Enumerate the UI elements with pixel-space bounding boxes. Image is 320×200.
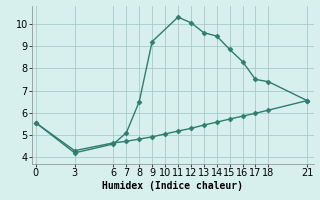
X-axis label: Humidex (Indice chaleur): Humidex (Indice chaleur)	[102, 181, 243, 191]
